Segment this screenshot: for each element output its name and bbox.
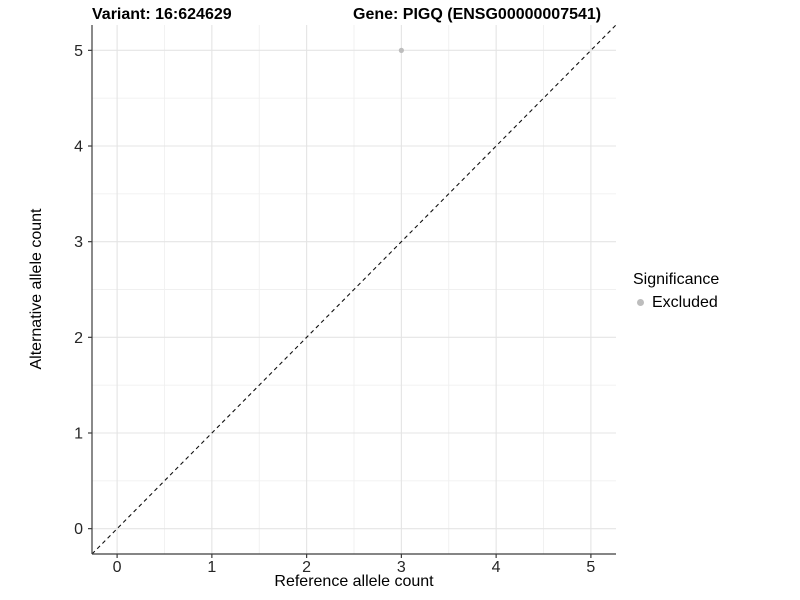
y-tick-label: 0 [74, 521, 83, 538]
x-tick-label: 2 [302, 559, 311, 576]
y-tick-label: 5 [74, 43, 83, 60]
x-tick-label: 5 [586, 559, 595, 576]
legend: Significance Excluded [633, 269, 719, 313]
legend-item-excluded: Excluded [633, 292, 719, 313]
y-axis-title: Alternative allele count [28, 208, 45, 370]
gene-title: Gene: PIGQ (ENSG00000007541) [353, 6, 602, 23]
x-tick-label: 0 [113, 559, 122, 576]
y-tick-label: 2 [74, 330, 83, 347]
x-tick-label: 1 [207, 559, 216, 576]
variant-title: Variant: 16:624629 [92, 6, 232, 23]
y-tick-label: 4 [74, 139, 83, 156]
x-tick-label: 3 [397, 559, 406, 576]
legend-key-dot-icon [636, 299, 644, 306]
x-axis-title: Reference allele count [274, 573, 434, 590]
y-tick-label: 1 [74, 425, 83, 442]
y-tick-label: 3 [74, 234, 83, 251]
x-tick-label: 4 [492, 559, 501, 576]
legend-title: Significance [633, 271, 720, 288]
identity-line [91, 24, 617, 555]
legend-key [633, 299, 647, 306]
data-point [398, 47, 404, 53]
legend-item-label: Excluded [652, 293, 718, 311]
